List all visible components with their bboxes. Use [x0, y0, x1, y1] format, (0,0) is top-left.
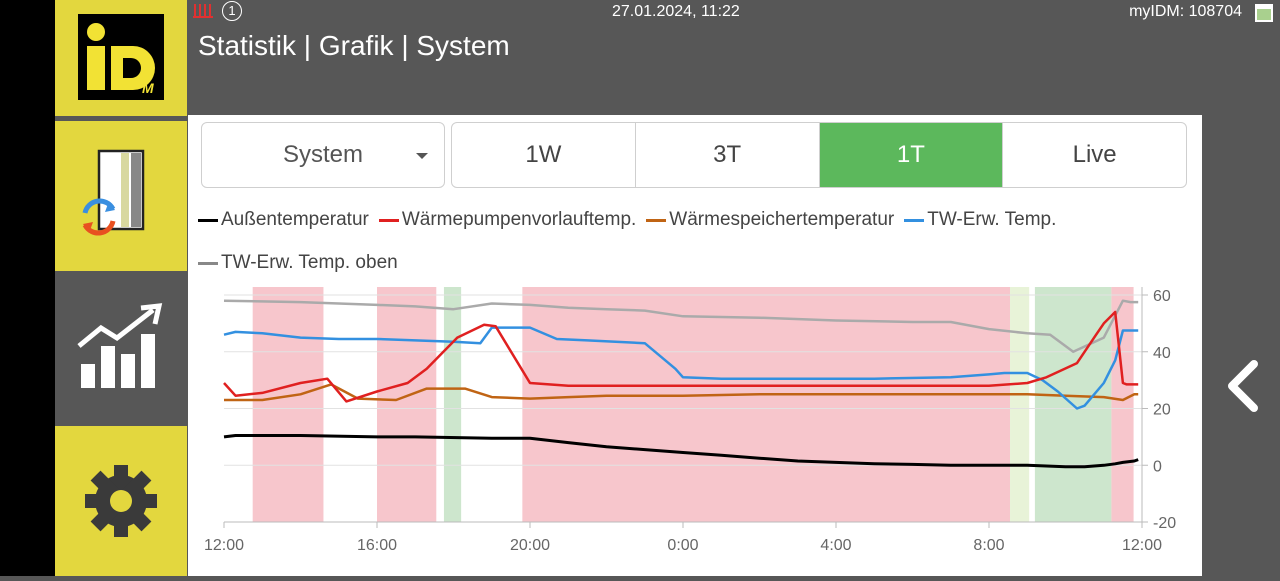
- sidebar: M: [55, 0, 187, 576]
- device-id: myIDM: 108704: [1129, 3, 1242, 20]
- y-tick-label: -20: [1153, 515, 1176, 532]
- x-tick-label: 8:00: [973, 537, 1004, 554]
- system-select-value: System: [282, 141, 363, 168]
- line-chart: 60 40 20 0 -20 12:00 16:00 20:00 0:00 4:00 8:00 12:…: [204, 287, 1176, 554]
- heatpump-exchange-icon: [82, 149, 145, 236]
- window-icon[interactable]: [1254, 3, 1274, 23]
- state-band: [443, 287, 462, 522]
- x-tick-label: 4:00: [820, 537, 851, 554]
- notification-count: 1: [222, 1, 242, 21]
- range-tabs: 1W 3T 1T Live: [451, 122, 1187, 188]
- header-datetime: 27.01.2024, 11:22: [612, 3, 740, 20]
- legend-item[interactable]: TW-Erw. Temp.: [904, 209, 1056, 231]
- state-band: [522, 287, 1011, 522]
- chart-legend-row2: TW-Erw. Temp. oben: [198, 252, 398, 274]
- sidebar-item-settings[interactable]: [55, 426, 187, 576]
- legend-item[interactable]: Außentemperatur: [198, 209, 369, 231]
- y-tick-label: 60: [1153, 288, 1171, 305]
- tab-1t[interactable]: 1T: [819, 123, 1004, 187]
- tab-3t[interactable]: 3T: [636, 123, 820, 187]
- page-title: Statistik | Grafik | System: [198, 30, 510, 61]
- state-band: [1010, 287, 1030, 522]
- heating-alert-icon: [193, 4, 213, 18]
- series-line: [223, 434, 1139, 469]
- tab-1w[interactable]: 1W: [452, 123, 636, 187]
- system-select[interactable]: System: [201, 122, 445, 188]
- legend-label: Wärmespeichertemperatur: [669, 209, 895, 230]
- x-tick-label: 16:00: [357, 537, 397, 554]
- state-band: [1111, 287, 1134, 522]
- y-tick-label: 20: [1153, 402, 1171, 419]
- chevron-left-icon[interactable]: [1222, 360, 1262, 412]
- main-panel: System 1W 3T 1T Live Außentemperatur Wär…: [188, 115, 1202, 576]
- y-tick-label: 0: [1153, 458, 1162, 475]
- legend-label: Wärmepumpenvorlauftemp.: [401, 209, 637, 230]
- notification-area[interactable]: 1: [192, 1, 242, 21]
- x-tick-label: 12:00: [204, 537, 244, 554]
- series-line: [223, 310, 1139, 403]
- statistics-chart-icon: [77, 303, 163, 388]
- legend-item[interactable]: TW-Erw. Temp. oben: [198, 252, 398, 274]
- sidebar-item-statistics[interactable]: [55, 276, 187, 421]
- x-tick-label: 20:00: [510, 537, 550, 554]
- gear-icon: [85, 465, 157, 537]
- x-tick-label: 12:00: [1122, 537, 1162, 554]
- logo-small-text: M: [142, 80, 154, 96]
- logo-icon: M: [78, 14, 164, 100]
- screen-edge: [0, 0, 55, 576]
- legend-item[interactable]: Wärmepumpenvorlauftemp.: [378, 209, 637, 231]
- legend-label: Außentemperatur: [221, 209, 369, 230]
- series-line: [223, 326, 1139, 410]
- state-band: [252, 287, 324, 522]
- series-line: [223, 299, 1139, 354]
- logo-tile[interactable]: M: [55, 0, 187, 116]
- tab-live[interactable]: Live: [1072, 141, 1117, 168]
- y-tick-label: 40: [1153, 345, 1171, 362]
- legend-label: TW-Erw. Temp. oben: [221, 252, 398, 273]
- state-band: [377, 287, 437, 522]
- x-tick-label: 0:00: [667, 537, 698, 554]
- chart-legend: Außentemperatur Wärmepumpenvorlauftemp. …: [198, 209, 1056, 231]
- chevron-down-icon: [416, 153, 428, 159]
- legend-item[interactable]: Wärmespeichertemperatur: [646, 209, 894, 231]
- sidebar-item-system[interactable]: [55, 121, 187, 271]
- legend-label: TW-Erw. Temp.: [927, 209, 1057, 230]
